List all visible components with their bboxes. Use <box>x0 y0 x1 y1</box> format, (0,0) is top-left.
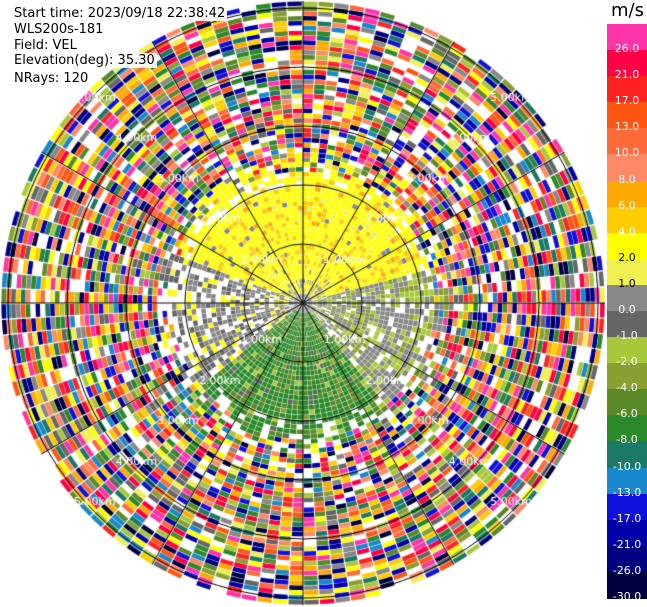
colorbar-segment <box>607 363 647 391</box>
colorbar-segment <box>607 337 647 365</box>
colorbar-segment <box>607 50 647 78</box>
start-time-text: Start time: 2023/09/18 22:38:42 <box>12 6 228 21</box>
colorbar-tick-label: -26.0 <box>612 563 642 577</box>
colorbar-tick-label: 1.0 <box>618 276 636 290</box>
colorbar-tick-label: -17.0 <box>612 511 642 525</box>
colorbar-segment <box>607 232 647 260</box>
colorbar-segment <box>607 415 647 443</box>
colorbar-segment <box>607 154 647 182</box>
colorbar-segment <box>607 389 647 417</box>
colorbar-segment <box>607 206 647 234</box>
colorbar-tick-label: 13.0 <box>614 120 640 134</box>
colorbar-tick-label: -8.0 <box>616 433 638 447</box>
colorbar-tick-label: -1.0 <box>616 329 638 343</box>
colorbar-tick-label: 26.0 <box>614 42 640 56</box>
colorbar-segment <box>607 467 647 495</box>
colorbar-tick-label: 4.0 <box>618 224 636 238</box>
elevation-text: Elevation(deg): 35.30 <box>12 53 157 68</box>
colorbar-segment <box>607 519 647 547</box>
colorbar-segment <box>607 493 647 521</box>
instrument-text: WLS200s-181 <box>12 22 106 37</box>
colorbar-segment <box>607 441 647 469</box>
colorbar-tick-label: -21.0 <box>612 537 642 551</box>
colorbar-segment <box>607 284 647 312</box>
colorbar-tick-label: -13.0 <box>612 485 642 499</box>
nrays-text: NRays: 120 <box>12 71 91 86</box>
colorbar-segment <box>607 102 647 130</box>
colorbar <box>607 24 647 599</box>
colorbar-tick-label: 0.0 <box>618 302 636 316</box>
colorbar-tick-label: 6.0 <box>618 198 636 212</box>
colorbar-segment <box>607 311 647 339</box>
colorbar-segment <box>607 24 647 52</box>
colorbar-tick-label: -2.0 <box>616 355 638 369</box>
colorbar-tick-label: 2.0 <box>618 250 636 264</box>
colorbar-segment <box>607 258 647 286</box>
colorbar-tick-label: 17.0 <box>614 94 640 108</box>
colorbar-tick-label: -4.0 <box>616 381 638 395</box>
colorbar-segment <box>607 571 647 599</box>
colorbar-tick-label: 8.0 <box>618 172 636 186</box>
colorbar-tick-label: 10.0 <box>614 146 640 160</box>
field-text: Field: VEL <box>12 38 79 53</box>
colorbar-tick-label: -6.0 <box>616 407 638 421</box>
velocity-ppi-plot <box>0 0 605 607</box>
colorbar-tick-label: -30.0 <box>612 589 642 603</box>
colorbar-unit: m/s <box>611 0 644 21</box>
colorbar-tick-label: 21.0 <box>614 68 640 82</box>
colorbar-segment <box>607 76 647 104</box>
colorbar-tick-label: -10.0 <box>612 459 642 473</box>
colorbar-segment <box>607 545 647 573</box>
colorbar-segment <box>607 180 647 208</box>
colorbar-segment <box>607 128 647 156</box>
